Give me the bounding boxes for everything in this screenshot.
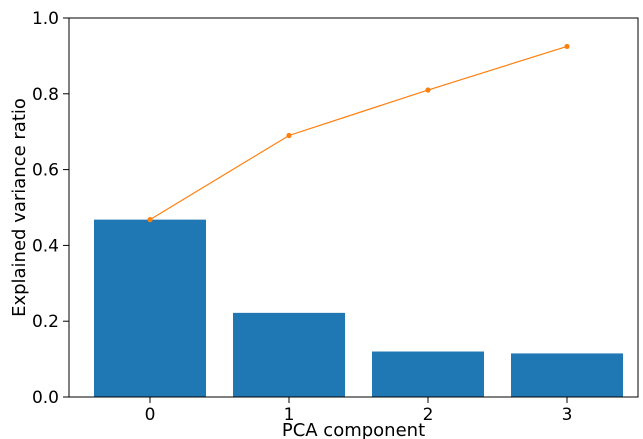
y-tick-label: 0.4 xyxy=(32,236,59,256)
x-axis-ticks: 0 1 2 3 xyxy=(145,397,573,425)
y-tick-label: 0.2 xyxy=(32,312,59,332)
axes: 0.0 0.2 0.4 0.6 0.8 1.0 0 1 2 3 xyxy=(32,9,639,425)
line-point-2 xyxy=(425,87,431,93)
y-tick-label: 0.6 xyxy=(32,161,59,181)
x-axis-label: PCA component xyxy=(282,420,425,439)
y-tick-label: 0.8 xyxy=(32,85,59,105)
x-tick-label: 2 xyxy=(423,405,434,425)
x-tick-label: 1 xyxy=(284,405,295,425)
cumulative-line-series xyxy=(147,43,570,223)
x-tick-label: 3 xyxy=(562,405,573,425)
bar-0 xyxy=(94,219,206,397)
bar-series xyxy=(94,219,623,397)
x-tick-label: 0 xyxy=(145,405,156,425)
y-axis-ticks: 0.0 0.2 0.4 0.6 0.8 1.0 xyxy=(32,9,69,408)
y-tick-label: 0.0 xyxy=(32,388,59,408)
y-axis-label: Explained variance ratio xyxy=(9,98,30,317)
line-point-1 xyxy=(286,132,292,139)
line-point-0 xyxy=(147,217,153,223)
plot-frame xyxy=(68,17,639,398)
y-tick-label: 1.0 xyxy=(32,9,59,29)
line-point-3 xyxy=(564,43,570,50)
bar-3 xyxy=(511,353,623,397)
bar-2 xyxy=(372,351,484,397)
bar-1 xyxy=(233,312,345,397)
cumulative-line xyxy=(149,45,568,221)
